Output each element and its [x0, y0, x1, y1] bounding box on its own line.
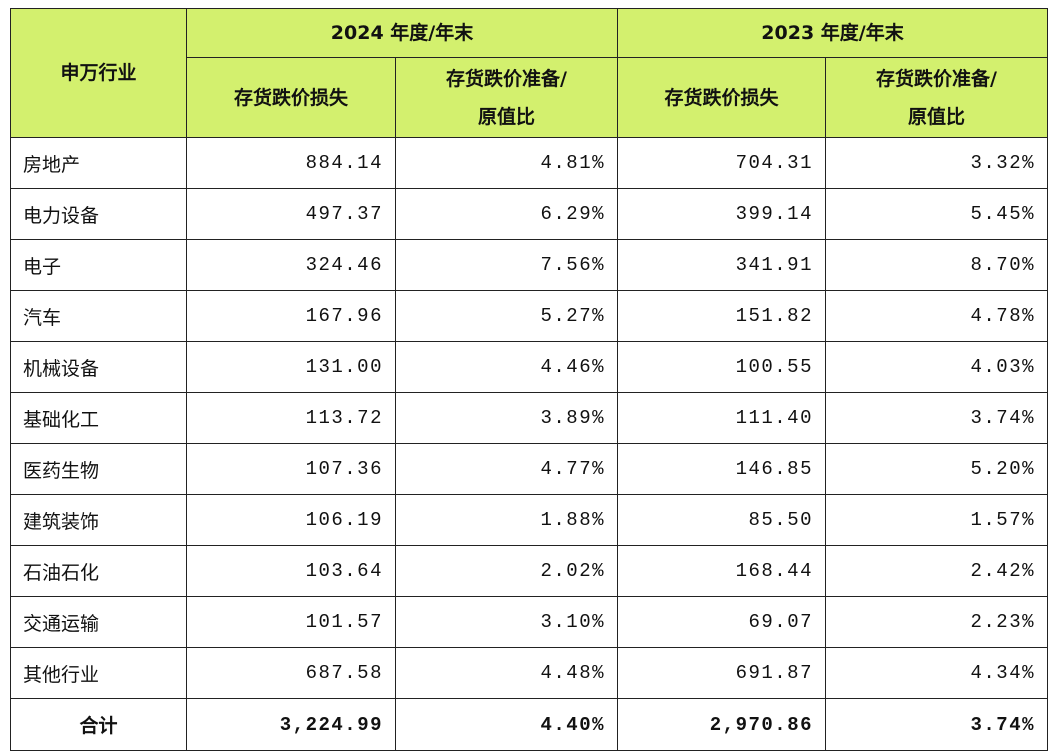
- industry-cell: 医药生物: [10, 443, 187, 495]
- value-cell: 2,970.86: [617, 698, 826, 751]
- value-cell: 101.57: [186, 596, 396, 648]
- industry-cell: 基础化工: [10, 392, 187, 444]
- industry-cell: 机械设备: [10, 341, 187, 393]
- industry-cell: 石油石化: [10, 545, 187, 597]
- value-cell: 85.50: [617, 494, 826, 546]
- value-cell: 8.70%: [825, 239, 1048, 291]
- industry-cell: 电子: [10, 239, 187, 291]
- table-body: 房地产 884.14 4.81% 704.31 3.32% 电力设备 497.37 6.29%…: [10, 137, 1048, 751]
- value-cell: 111.40: [617, 392, 826, 444]
- value-cell: 324.46: [186, 239, 396, 291]
- industry-cell: 房地产: [10, 137, 187, 189]
- value-cell: 100.55: [617, 341, 826, 393]
- header-cell: 存货跌价损失: [186, 57, 396, 138]
- data-row: 房地产 884.14 4.81% 704.31 3.32%: [10, 137, 1048, 189]
- value-cell: 2.23%: [825, 596, 1048, 648]
- value-cell: 5.20%: [825, 443, 1048, 495]
- value-cell: 103.64: [186, 545, 396, 597]
- industry-cell: 合计: [10, 698, 187, 751]
- data-row: 基础化工 113.72 3.89% 111.40 3.74%: [10, 392, 1048, 444]
- data-table: 申万行业 2024 年度/年末 2023 年度/年末 存货跌价损失 存货跌价准备…: [10, 8, 1048, 751]
- value-cell: 4.81%: [395, 137, 618, 189]
- value-cell: 7.56%: [395, 239, 618, 291]
- value-cell: 5.45%: [825, 188, 1048, 240]
- value-cell: 106.19: [186, 494, 396, 546]
- value-cell: 3.10%: [395, 596, 618, 648]
- data-row: 电子 324.46 7.56% 341.91 8.70%: [10, 239, 1048, 291]
- value-cell: 69.07: [617, 596, 826, 648]
- value-cell: 5.27%: [395, 290, 618, 342]
- industry-cell: 其他行业: [10, 647, 187, 699]
- header-cell: 2023 年度/年末: [617, 8, 1048, 58]
- value-cell: 884.14: [186, 137, 396, 189]
- value-cell: 113.72: [186, 392, 396, 444]
- header-row: 申万行业 2024 年度/年末 2023 年度/年末: [10, 8, 1048, 138]
- value-cell: 1.88%: [395, 494, 618, 546]
- value-cell: 2.02%: [395, 545, 618, 597]
- data-row: 电力设备 497.37 6.29% 399.14 5.45%: [10, 188, 1048, 240]
- data-row: 其他行业 687.58 4.48% 691.87 4.34%: [10, 647, 1048, 699]
- value-cell: 3.32%: [825, 137, 1048, 189]
- value-cell: 4.78%: [825, 290, 1048, 342]
- value-cell: 4.34%: [825, 647, 1048, 699]
- data-row: 石油石化 103.64 2.02% 168.44 2.42%: [10, 545, 1048, 597]
- value-cell: 3.74%: [825, 698, 1048, 751]
- header-cell: 申万行业: [10, 8, 187, 138]
- industry-cell: 电力设备: [10, 188, 187, 240]
- value-cell: 4.77%: [395, 443, 618, 495]
- value-cell: 497.37: [186, 188, 396, 240]
- value-cell: 6.29%: [395, 188, 618, 240]
- data-row: 医药生物 107.36 4.77% 146.85 5.20%: [10, 443, 1048, 495]
- value-cell: 704.31: [617, 137, 826, 189]
- industry-cell: 建筑装饰: [10, 494, 187, 546]
- value-cell: 687.58: [186, 647, 396, 699]
- data-row: 建筑装饰 106.19 1.88% 85.50 1.57%: [10, 494, 1048, 546]
- header-cell: 2024 年度/年末: [186, 8, 618, 58]
- value-cell: 4.03%: [825, 341, 1048, 393]
- value-cell: 3.89%: [395, 392, 618, 444]
- data-row: 机械设备 131.00 4.46% 100.55 4.03%: [10, 341, 1048, 393]
- value-cell: 107.36: [186, 443, 396, 495]
- industry-cell: 交通运输: [10, 596, 187, 648]
- data-row: 交通运输 101.57 3.10% 69.07 2.23%: [10, 596, 1048, 648]
- value-cell: 1.57%: [825, 494, 1048, 546]
- value-cell: 691.87: [617, 647, 826, 699]
- header-row: 存货跌价损失 存货跌价准备/ 原值比 存货跌价损失 存货跌价准备/ 原值比: [11, 57, 1048, 138]
- value-cell: 151.82: [617, 290, 826, 342]
- header-cell: 存货跌价损失: [617, 57, 826, 138]
- value-cell: 146.85: [617, 443, 826, 495]
- value-cell: 341.91: [617, 239, 826, 291]
- value-cell: 167.96: [186, 290, 396, 342]
- value-cell: 4.48%: [395, 647, 618, 699]
- industry-cell: 汽车: [10, 290, 187, 342]
- header-cell: 存货跌价准备/ 原值比: [395, 57, 618, 138]
- total-row: 合计 3,224.99 4.40% 2,970.86 3.74%: [10, 698, 1048, 751]
- data-row: 汽车 167.96 5.27% 151.82 4.78%: [10, 290, 1048, 342]
- value-cell: 2.42%: [825, 545, 1048, 597]
- value-cell: 168.44: [617, 545, 826, 597]
- value-cell: 4.46%: [395, 341, 618, 393]
- value-cell: 4.40%: [395, 698, 618, 751]
- header-cell: 存货跌价准备/ 原值比: [825, 57, 1048, 138]
- value-cell: 3,224.99: [186, 698, 396, 751]
- value-cell: 3.74%: [825, 392, 1048, 444]
- value-cell: 131.00: [186, 341, 396, 393]
- value-cell: 399.14: [617, 188, 826, 240]
